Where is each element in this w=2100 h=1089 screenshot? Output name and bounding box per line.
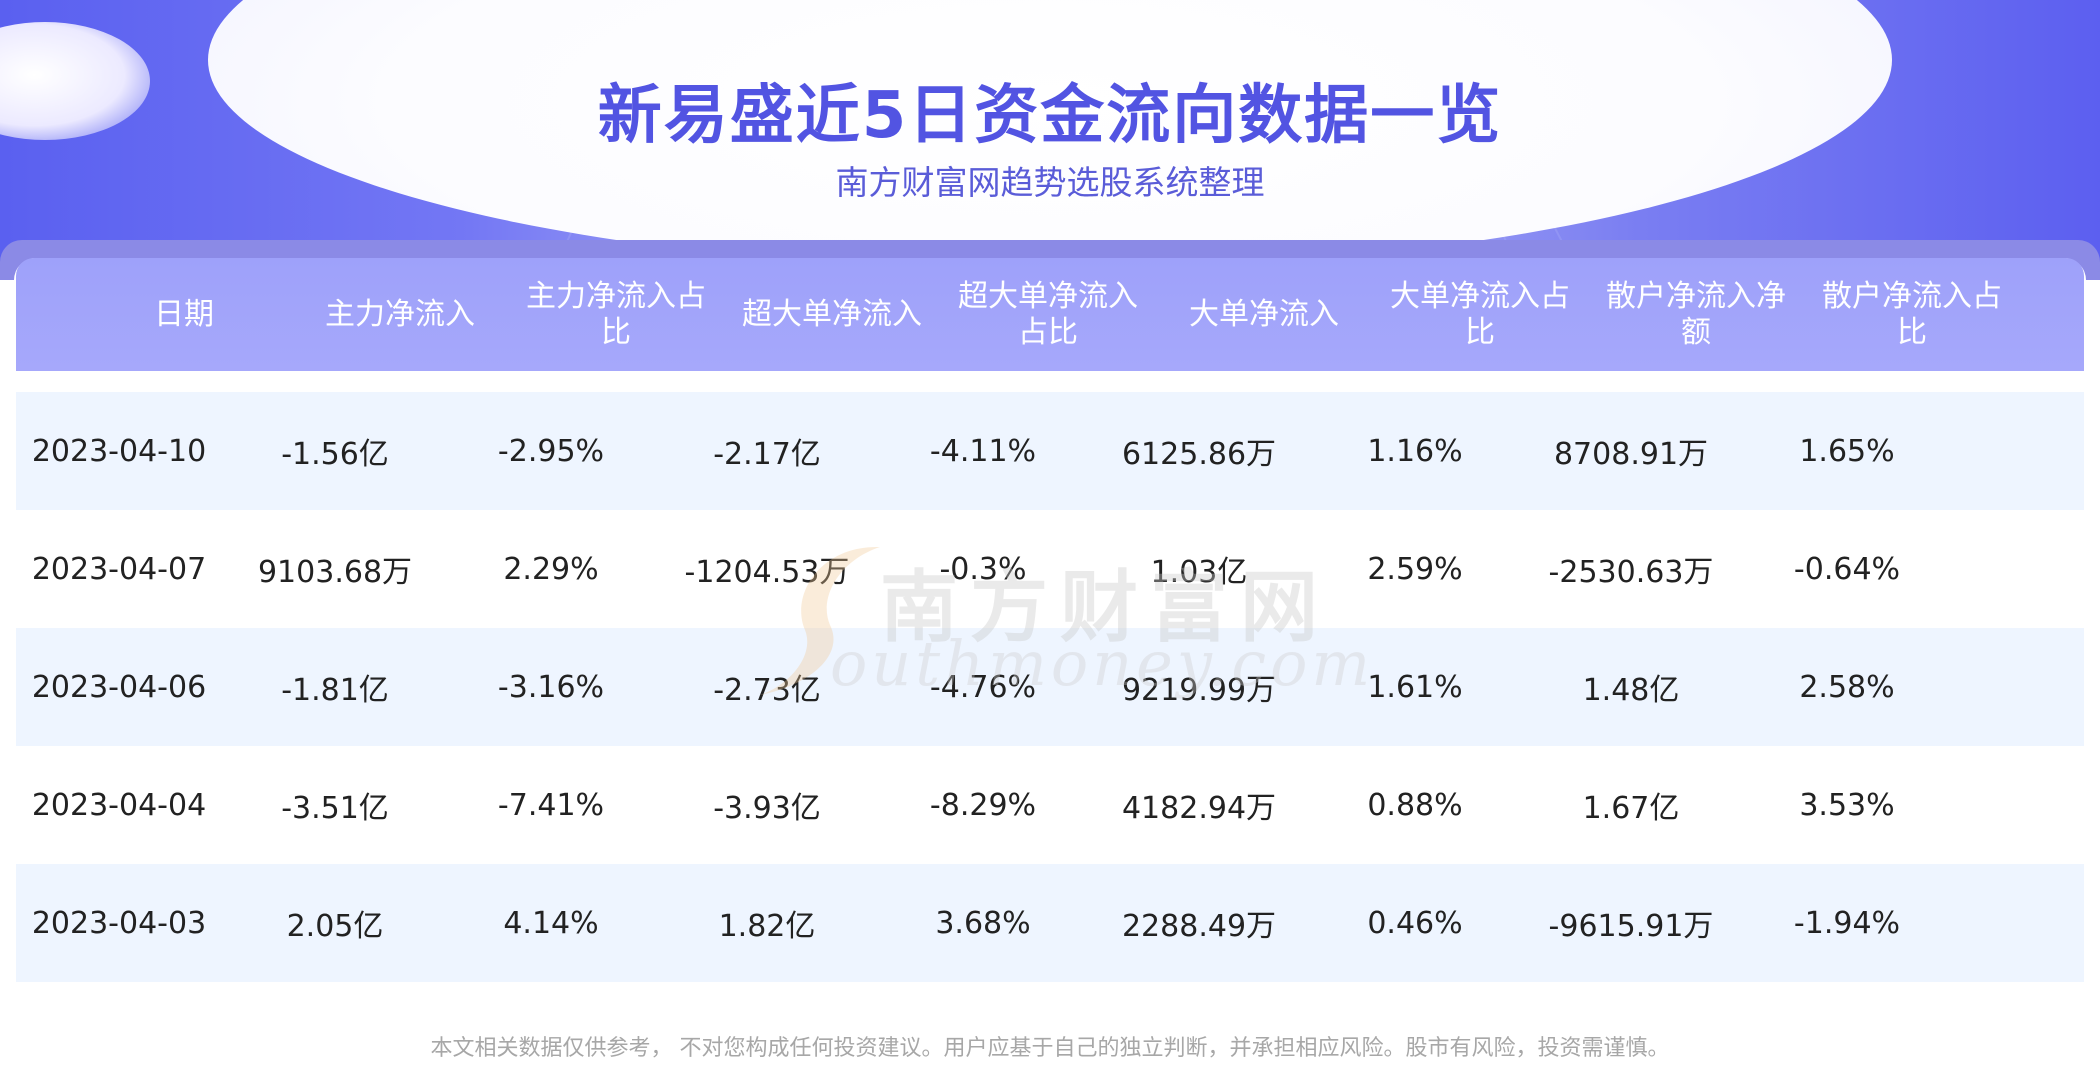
column-header-xl-inflow-ratio: 超大单净流入占比 bbox=[958, 278, 1138, 350]
cell-date: 2023-04-07 bbox=[31, 551, 207, 587]
cell-date: 2023-04-04 bbox=[31, 787, 207, 823]
cell-large-net-inflow: 2288.49万 bbox=[1121, 909, 1277, 944]
cell-large-inflow-ratio: 1.61% bbox=[1367, 669, 1463, 705]
column-header-retail-inflow-ratio: 散户净流入占比 bbox=[1822, 278, 2002, 350]
cell-retail-net-inflow: -2530.63万 bbox=[1548, 555, 1714, 590]
cell-retail-inflow-ratio: -0.64% bbox=[1793, 551, 1901, 587]
cell-large-net-inflow: 9219.99万 bbox=[1121, 673, 1277, 708]
cell-retail-inflow-ratio: 3.53% bbox=[1799, 787, 1895, 823]
cell-main-inflow-ratio: 2.29% bbox=[503, 551, 599, 587]
column-header-main-inflow-ratio: 主力净流入占比 bbox=[526, 278, 706, 350]
cell-date: 2023-04-03 bbox=[31, 905, 207, 941]
cell-large-inflow-ratio: 1.16% bbox=[1367, 433, 1463, 469]
disclaimer-text: 本文相关数据仅供参考， 不对您构成任何投资建议。用户应基于自己的独立判断，并承担… bbox=[430, 1036, 1670, 1061]
cell-retail-net-inflow: 1.67亿 bbox=[1582, 791, 1680, 826]
cell-retail-net-inflow: 8708.91万 bbox=[1553, 437, 1709, 472]
cell-xl-net-inflow: -2.17亿 bbox=[713, 437, 821, 472]
cell-retail-net-inflow: -9615.91万 bbox=[1548, 909, 1714, 944]
cell-retail-inflow-ratio: 1.65% bbox=[1799, 433, 1895, 469]
page-subtitle: 南方财富网趋势选股系统整理 bbox=[835, 163, 1265, 202]
cell-xl-net-inflow: -1204.53万 bbox=[684, 555, 850, 590]
table-row bbox=[16, 628, 2084, 746]
cell-date: 2023-04-06 bbox=[31, 669, 207, 705]
cell-main-net-inflow: 9103.68万 bbox=[257, 555, 413, 590]
cell-main-net-inflow: -3.51亿 bbox=[281, 791, 389, 826]
column-header-main-net-inflow: 主力净流入 bbox=[325, 296, 475, 332]
cell-xl-net-inflow: -3.93亿 bbox=[713, 791, 821, 826]
column-header-retail-net-inflow: 散户净流入净额 bbox=[1606, 278, 1786, 350]
column-header-xl-net-inflow: 超大单净流入 bbox=[742, 296, 922, 332]
cell-retail-inflow-ratio: 2.58% bbox=[1799, 669, 1895, 705]
cell-large-net-inflow: 4182.94万 bbox=[1121, 791, 1277, 826]
cell-xl-inflow-ratio: -8.29% bbox=[929, 787, 1037, 823]
cell-xl-inflow-ratio: -4.11% bbox=[929, 433, 1037, 469]
column-header-date: 日期 bbox=[154, 296, 214, 332]
cell-large-net-inflow: 1.03亿 bbox=[1150, 555, 1248, 590]
cell-xl-net-inflow: 1.82亿 bbox=[718, 909, 816, 944]
cell-main-net-inflow: 2.05亿 bbox=[286, 909, 384, 944]
cell-large-net-inflow: 6125.86万 bbox=[1121, 437, 1277, 472]
cell-xl-inflow-ratio: -0.3% bbox=[939, 551, 1027, 587]
cell-retail-net-inflow: 1.48亿 bbox=[1582, 673, 1680, 708]
table-row bbox=[16, 392, 2084, 510]
cell-date: 2023-04-10 bbox=[31, 433, 207, 469]
cell-main-inflow-ratio: -7.41% bbox=[497, 787, 605, 823]
page-title: 新易盛近5日资金流向数据一览 bbox=[597, 79, 1503, 153]
column-header-large-net-inflow: 大单净流入 bbox=[1189, 296, 1339, 332]
cell-main-net-inflow: -1.81亿 bbox=[281, 673, 389, 708]
cell-main-inflow-ratio: 4.14% bbox=[503, 905, 599, 941]
cell-main-inflow-ratio: -3.16% bbox=[497, 669, 605, 705]
cell-xl-net-inflow: -2.73亿 bbox=[713, 673, 821, 708]
cell-xl-inflow-ratio: 3.68% bbox=[935, 905, 1031, 941]
cell-main-inflow-ratio: -2.95% bbox=[497, 433, 605, 469]
cell-retail-inflow-ratio: -1.94% bbox=[1793, 905, 1901, 941]
cell-large-inflow-ratio: 2.59% bbox=[1367, 551, 1463, 587]
table-row bbox=[16, 864, 2084, 982]
table-header bbox=[16, 258, 2084, 371]
cell-xl-inflow-ratio: -4.76% bbox=[929, 669, 1037, 705]
header-banner: 新易盛近5日资金流向数据一览 南方财富网趋势选股系统整理 bbox=[0, 0, 2100, 262]
cell-large-inflow-ratio: 0.46% bbox=[1367, 905, 1463, 941]
cell-large-inflow-ratio: 0.88% bbox=[1367, 787, 1463, 823]
cell-main-net-inflow: -1.56亿 bbox=[281, 437, 389, 472]
column-header-large-inflow-ratio: 大单净流入占比 bbox=[1390, 278, 1570, 350]
